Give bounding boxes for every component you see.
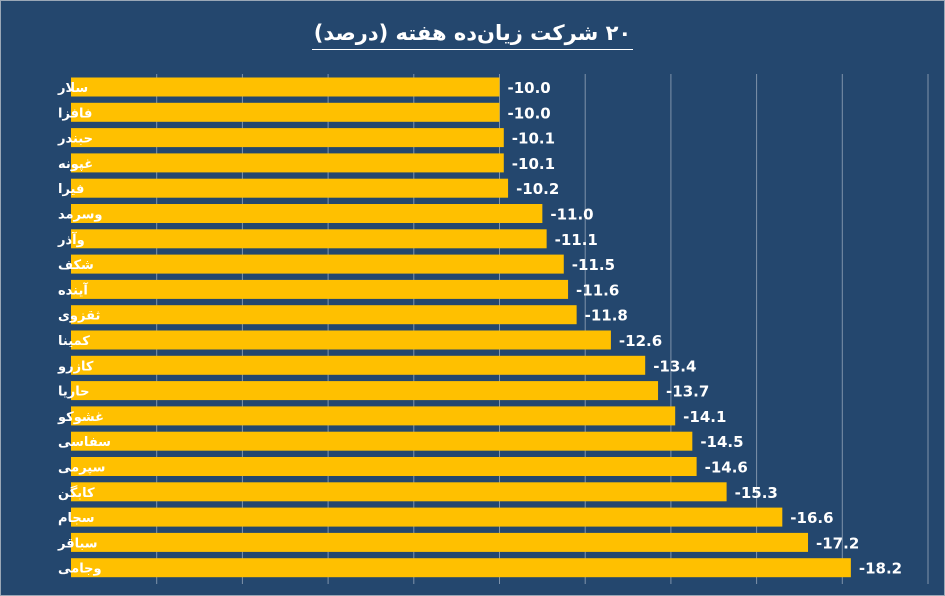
bar [71,229,547,249]
bar [71,204,543,223]
bar [71,77,500,97]
category-label: وآذر [57,231,85,248]
category-label: غپونه [58,157,93,172]
category-label: حبندر [57,132,93,147]
category-label: سلار [57,81,88,96]
value-label: -11.1 [555,231,598,249]
value-label: -10.1 [512,130,555,148]
value-label: -13.7 [666,383,709,401]
bar [71,128,504,148]
bar [71,507,783,527]
chart-title-text: ۲۰ شرکت زیان‌ده هفته (درصد) [311,21,634,50]
bar [71,305,577,325]
bar [71,558,851,578]
bar [71,330,611,350]
category-label: ثقزوی [58,309,100,324]
category-label: فافزا [58,106,92,121]
value-label: -14.5 [700,433,743,451]
category-label: آینده [58,281,88,298]
value-label: -11.6 [576,281,619,299]
bar [71,431,693,451]
category-label: وجامی [58,562,102,577]
category-label: کازرو [57,359,94,374]
value-label: -11.0 [550,206,593,224]
value-label: -16.6 [790,509,833,527]
bar [71,153,504,173]
category-label: سپرمی [58,461,105,476]
value-label: -14.1 [683,408,726,426]
bar [71,457,697,476]
labels: سلار -10.0 فافزا -10.0 حبندر -10.1 غپونه -10.1 ف… [57,79,902,578]
bar [71,279,569,299]
category-label: وسرمد [58,208,103,223]
bars [71,77,851,578]
category-label: فیرا [58,182,84,197]
category-label: حاریا [58,385,90,400]
category-label: سفاسی [58,435,111,450]
value-label: -10.2 [516,180,559,198]
value-label: -10.1 [512,155,555,173]
category-label: کابگن [58,485,95,501]
value-label: -12.6 [619,332,662,350]
bar [71,532,809,552]
bar [71,355,646,375]
bar [71,406,676,426]
category-label: سجام [58,511,95,526]
chart-title: ۲۰ شرکت زیان‌ده هفته (درصد) [1,21,944,50]
bar [71,102,500,122]
category-label: شکف [58,258,94,273]
bar [71,482,727,502]
category-label: سباقر [57,536,98,551]
value-label: -17.2 [816,534,859,552]
value-label: -18.2 [859,560,902,578]
grid-lines [156,74,929,584]
value-label: -13.4 [653,357,696,375]
value-label: -10.0 [508,104,551,122]
category-label: کمینا [58,334,90,349]
category-label: غشوکو [57,410,104,425]
value-label: -14.6 [705,459,748,477]
bar [71,254,564,274]
bar [71,178,509,198]
bar [71,381,659,401]
value-label: -11.5 [572,256,615,274]
value-label: -15.3 [735,484,778,502]
value-label: -10.0 [508,79,551,97]
value-label: -11.8 [585,307,628,325]
